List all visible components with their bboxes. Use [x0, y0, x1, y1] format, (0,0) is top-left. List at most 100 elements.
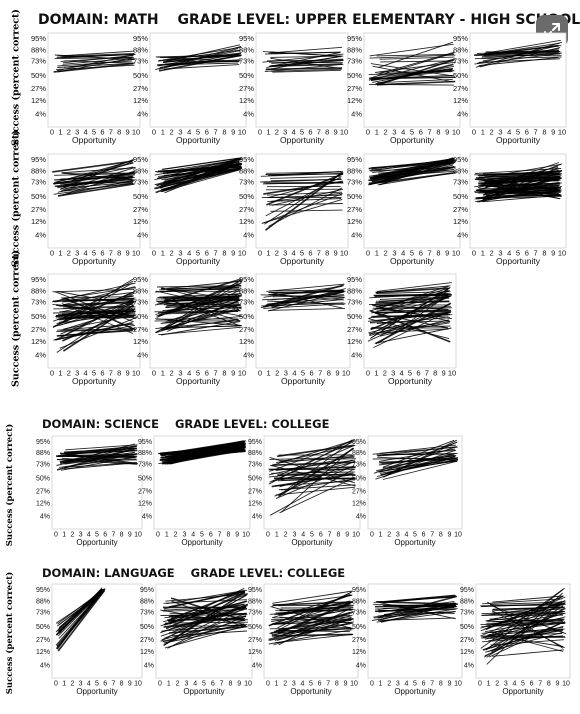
- series-line: [271, 473, 353, 488]
- x-tick-label: 2: [170, 369, 174, 378]
- series-line: [271, 192, 343, 202]
- y-tick-label: 95%: [31, 155, 46, 164]
- y-tick-label: 12%: [352, 500, 366, 507]
- series-line: [481, 53, 561, 58]
- y-tick-label: 88%: [460, 598, 474, 605]
- series-line: [60, 53, 136, 59]
- x-tick-label: 6: [422, 681, 426, 688]
- series-line: [159, 325, 239, 329]
- y-tick-label: 50%: [248, 624, 262, 631]
- x-tick-label: 4: [84, 249, 88, 258]
- x-tick-label: 7: [214, 369, 218, 378]
- y-tick-label: 27%: [453, 205, 468, 214]
- series-line: [382, 460, 458, 480]
- x-tick-label: 8: [436, 249, 440, 258]
- series-line: [478, 57, 559, 67]
- y-tick-label: 88%: [347, 286, 362, 295]
- series-line: [367, 311, 451, 322]
- series-line: [369, 161, 453, 171]
- series-line: [480, 603, 564, 607]
- series-line: [481, 622, 564, 628]
- panel-svg: 95%88%73%50%27%12%4%0 1 2 3 4 5 6 7 8 9 10Opportun…: [133, 273, 247, 386]
- language-domain-label: DOMAIN: LANGUAGE: [42, 566, 175, 580]
- y-tick-label: 12%: [239, 337, 254, 346]
- x-axis-label: Opportunity: [176, 135, 221, 145]
- panel-svg: 95%88%73%50%27%12%4%0 1 2 3 4 5 6 7 8 9 10Opportun…: [453, 153, 567, 266]
- y-tick-label: 4%: [243, 230, 254, 239]
- x-tick-label: 2: [387, 681, 391, 688]
- x-tick-label: 2: [490, 128, 494, 137]
- chart-panel: 95% 88% 73% 50% 27% 12% 4% 0 1 2 3 4 5 6 7 8 9 10 Opportun…: [134, 583, 254, 702]
- x-tick-label: 6: [308, 249, 312, 258]
- series-line: [380, 604, 456, 623]
- y-tick-label: 88%: [31, 45, 46, 54]
- x-tick-label: 10: [132, 369, 140, 378]
- series-line: [162, 449, 243, 464]
- x-tick-label: 5: [410, 128, 414, 137]
- x-tick-label: 0: [152, 128, 156, 137]
- series-line: [270, 291, 343, 307]
- x-tick-label: 7: [109, 249, 113, 258]
- x-axis-label: Opportunity: [388, 376, 433, 386]
- y-tick-label: 73%: [460, 610, 474, 617]
- y-tick-label: 27%: [31, 325, 46, 334]
- series-line: [484, 621, 564, 657]
- series-line: [375, 608, 456, 613]
- chart-panel: 95% 88% 73% 50% 27% 12% 4% 0 1 2 3 4 5 6 7 8 9 10 Opportun…: [26, 153, 142, 272]
- y-tick-label: 50%: [31, 192, 46, 201]
- chart-panel: 95% 88% 73% 50% 27% 12% 4% 0 1 2 3 4 5 6 7 8 9 10 Opportun…: [346, 583, 464, 702]
- x-tick-label: 4: [87, 532, 91, 539]
- series-group: [160, 587, 249, 649]
- series-line: [62, 54, 134, 64]
- series-line: [59, 317, 136, 349]
- x-tick-label: 4: [507, 128, 511, 137]
- series-line: [58, 179, 136, 197]
- series-line: [484, 616, 566, 640]
- y-tick-label: 73%: [138, 461, 152, 468]
- y-tick-label: 73%: [239, 57, 254, 66]
- y-tick-label: 4%: [137, 350, 148, 359]
- series-line: [372, 65, 455, 83]
- x-tick-label: 3: [283, 128, 287, 137]
- series-line: [380, 60, 453, 63]
- y-tick-label: 50%: [133, 312, 148, 321]
- x-tick-label: 4: [191, 532, 195, 539]
- series-line: [486, 184, 560, 200]
- x-tick-label: 9: [334, 128, 338, 137]
- y-tick-label: 88%: [239, 286, 254, 295]
- series-line: [372, 161, 455, 173]
- y-tick-label: 4%: [356, 662, 366, 669]
- series-line: [57, 291, 134, 306]
- x-tick-label: 7: [425, 369, 429, 378]
- x-axis-label: Opportunity: [76, 538, 117, 547]
- y-tick-label: 12%: [133, 96, 148, 105]
- x-tick-label: 3: [184, 681, 188, 688]
- y-tick-label: 4%: [40, 662, 50, 669]
- y-tick-label: 73%: [248, 461, 262, 468]
- series-line: [57, 50, 135, 57]
- x-tick-label: 7: [534, 249, 538, 258]
- series-line: [278, 619, 352, 631]
- series-line: [376, 291, 451, 294]
- x-tick-label: 6: [100, 249, 104, 258]
- y-tick-label: 12%: [239, 217, 254, 226]
- series-line: [279, 477, 355, 514]
- panel-svg: 95%88%73%50%27%12%4%0 1 2 3 4 5 6 7 8 9 10Opportun…: [453, 32, 567, 145]
- math-grade-label: GRADE LEVEL: UPPER ELEMENTARY - HIGH SCH…: [177, 12, 580, 28]
- series-line: [492, 605, 567, 635]
- y-tick-label: 50%: [347, 71, 362, 80]
- x-tick-label: 1: [266, 128, 270, 137]
- series-line: [377, 172, 453, 186]
- chart-panel: 95% 88% 73% 50% 27% 12% 4% 0 1 2 3 4 5 6 7 8 9 10 Opportun…: [342, 153, 462, 272]
- series-group: [367, 157, 456, 186]
- series-line: [268, 439, 353, 485]
- y-tick-label: 4%: [35, 230, 46, 239]
- series-line: [164, 157, 241, 181]
- series-line: [376, 53, 455, 57]
- x-tick-label: 0: [54, 681, 58, 688]
- math-domain-label: DOMAIN: MATH: [38, 12, 159, 28]
- x-tick-label: 10: [448, 369, 456, 378]
- series-line: [60, 177, 133, 192]
- y-tick-label: 95%: [138, 439, 152, 446]
- series-line: [64, 462, 136, 470]
